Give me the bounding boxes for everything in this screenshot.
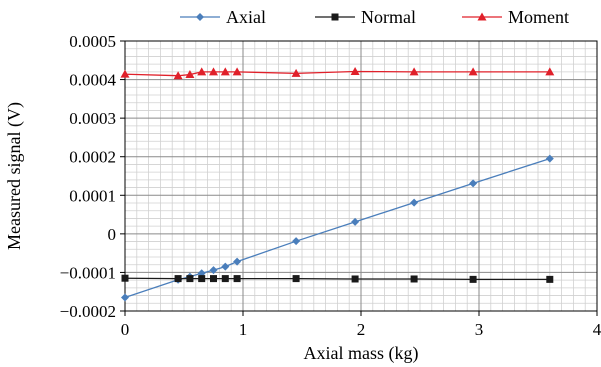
x-tick-label: 2 — [357, 320, 366, 339]
x-tick-labels: 0 1 2 3 4 — [121, 320, 601, 339]
y-tick-labels: −0.0002 −0.0001 0 0.0001 0.0002 0.0003 0.0004 0… — [60, 32, 117, 321]
legend-swatch-marker — [331, 13, 339, 21]
moment-point — [220, 67, 230, 76]
normal-point — [174, 275, 182, 283]
legend-label: Axial — [226, 7, 266, 27]
axial-point — [221, 262, 230, 271]
moment-point — [468, 67, 478, 76]
moment-point — [232, 67, 242, 76]
y-axis-title: Measured signal (V) — [4, 102, 25, 250]
moment-point — [350, 66, 360, 75]
normal-point — [410, 275, 418, 283]
x-tick-label: 3 — [475, 320, 484, 339]
moment-point — [209, 67, 218, 76]
y-tick-label: 0.0004 — [69, 71, 116, 90]
x-tick-label: 1 — [239, 320, 248, 339]
normal-point — [469, 275, 477, 283]
series-group — [120, 66, 555, 302]
normal-point — [351, 275, 359, 283]
legend-item-moment: Moment — [462, 7, 569, 27]
legend-swatch-marker — [196, 13, 204, 21]
axial-point — [209, 266, 218, 275]
moment-point — [545, 67, 555, 76]
axial-point — [121, 293, 129, 302]
normal-point — [221, 275, 229, 283]
axial-point — [410, 198, 419, 207]
moment-point — [197, 67, 207, 76]
y-tick-label: 0.0001 — [69, 186, 116, 205]
legend-label: Moment — [508, 7, 569, 27]
y-tick-label: 0.0005 — [69, 32, 116, 51]
legend-label: Normal — [361, 7, 416, 27]
moment-point — [120, 69, 130, 78]
normal-point — [186, 275, 194, 283]
axial-point — [233, 257, 242, 266]
normal-point — [233, 275, 241, 283]
legend-item-normal: Normal — [315, 7, 416, 27]
axial-point — [545, 154, 554, 163]
normal-point — [121, 274, 129, 282]
x-tick-label: 0 — [121, 320, 130, 339]
series-moment — [120, 66, 555, 80]
moment-point — [185, 70, 195, 79]
axial-point — [469, 179, 478, 188]
legend-item-axial: Axial — [180, 7, 266, 27]
y-tick-label: −0.0002 — [60, 302, 116, 321]
x-axis-title: Axial mass (kg) — [304, 343, 419, 364]
normal-point — [210, 275, 217, 283]
normal-point — [292, 275, 300, 283]
y-tick-label: 0.0002 — [69, 148, 116, 167]
normal-point — [198, 275, 206, 283]
legend-swatch-marker — [477, 12, 487, 21]
axis-ticks — [120, 40, 598, 316]
moment-point — [291, 68, 301, 77]
axial-point — [351, 217, 360, 226]
series-normal — [121, 274, 554, 283]
x-tick-label: 4 — [593, 320, 601, 339]
axial-point — [292, 237, 301, 246]
y-tick-label: 0.0003 — [69, 109, 116, 128]
normal-point — [546, 275, 554, 283]
moment-point — [409, 67, 419, 76]
moment-point — [173, 71, 183, 80]
y-tick-label: 0 — [108, 225, 117, 244]
y-tick-label: −0.0001 — [60, 263, 116, 282]
legend: Axial Normal Moment — [180, 7, 569, 27]
